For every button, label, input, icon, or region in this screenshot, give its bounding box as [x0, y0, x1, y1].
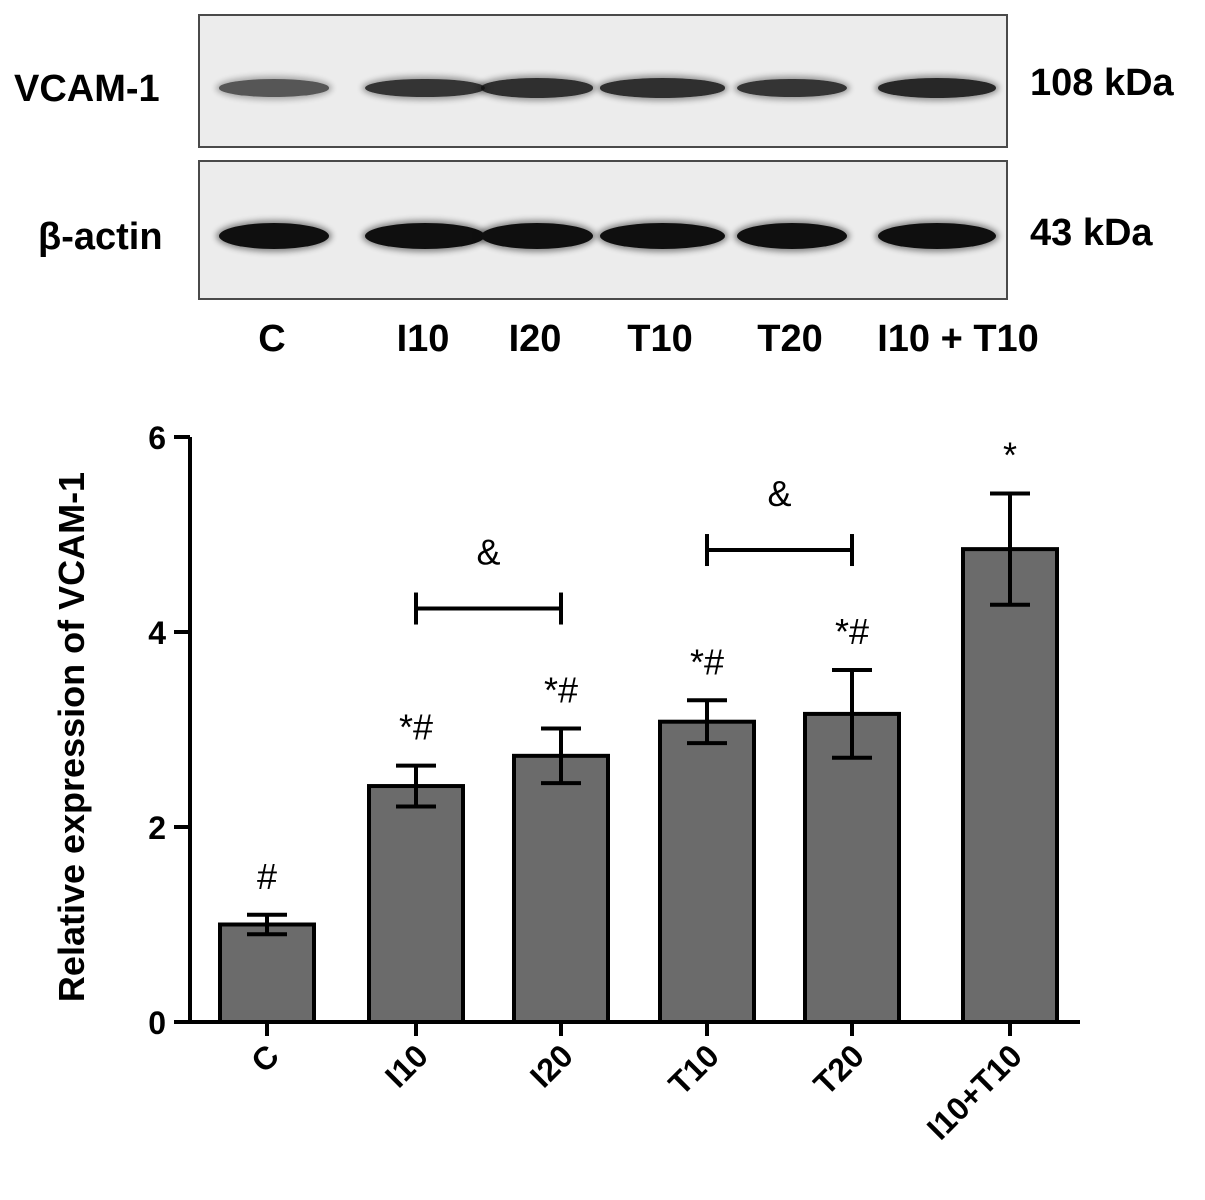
bar — [218, 922, 316, 1024]
blot-row-label-vcam1: VCAM-1 — [14, 68, 160, 110]
blot-panel-vcam1 — [198, 14, 1008, 148]
x-tick-label: I10 — [378, 1037, 435, 1094]
lane-label: T10 — [627, 318, 693, 360]
blot-band — [365, 223, 485, 249]
y-tick-label: 0 — [148, 1005, 166, 1041]
bar-chart: Relative expression of VCAM-1 0 2 4 6 C I10 I2… — [51, 420, 1080, 1147]
y-axis-label: Relative expression of VCAM-1 — [51, 472, 92, 1002]
significance-label: # — [257, 856, 277, 897]
y-tick-label: 6 — [148, 420, 166, 456]
significance-label: *# — [399, 707, 433, 748]
blot-band — [219, 79, 329, 97]
bar — [512, 753, 610, 1024]
bracket-label: & — [767, 473, 791, 514]
blot-band — [878, 78, 996, 98]
blot-size-label-actin: 43 kDa — [1030, 212, 1153, 254]
x-tick-label: C — [244, 1037, 286, 1079]
blot-band — [737, 78, 847, 98]
bar — [803, 711, 901, 1024]
blot-band — [365, 78, 485, 98]
bracket-label: & — [476, 532, 500, 573]
blot-size-label-vcam1: 108 kDa — [1030, 62, 1174, 104]
x-tick-label: T10 — [662, 1037, 726, 1101]
significance-label: * — [1003, 435, 1017, 476]
blot-band — [219, 223, 329, 249]
blot-panel-actin — [198, 160, 1008, 300]
blot-band — [737, 223, 847, 249]
blot-band — [481, 78, 593, 98]
y-tick-label: 2 — [148, 810, 166, 846]
significance-label: *# — [835, 611, 869, 652]
axes: 0 2 4 6 C I10 I20 T10 T20 I10+T10 — [148, 420, 1080, 1147]
bar — [367, 784, 465, 1024]
x-tick-label: I20 — [523, 1037, 580, 1094]
blot-band — [599, 223, 725, 249]
blot-band — [878, 223, 996, 249]
y-tick-label: 4 — [148, 615, 166, 651]
x-tick-label: I10+T10 — [920, 1037, 1029, 1146]
significance-label: *# — [544, 670, 578, 711]
blot-row-label-actin: β-actin — [38, 216, 163, 258]
lane-label: C — [258, 318, 286, 360]
x-tick-label: T20 — [807, 1037, 871, 1101]
blot-band — [481, 223, 593, 249]
blot-band — [599, 78, 725, 98]
bars — [218, 491, 1059, 1024]
lane-label: I10 + T10 — [877, 318, 1039, 360]
bar — [961, 547, 1059, 1024]
lane-label: T20 — [757, 318, 823, 360]
lane-label: I10 — [396, 318, 450, 360]
lane-label: I20 — [508, 318, 562, 360]
annotations: # *# *# *# *# * & & — [257, 435, 1017, 897]
bar — [658, 719, 756, 1024]
significance-label: *# — [690, 641, 724, 682]
